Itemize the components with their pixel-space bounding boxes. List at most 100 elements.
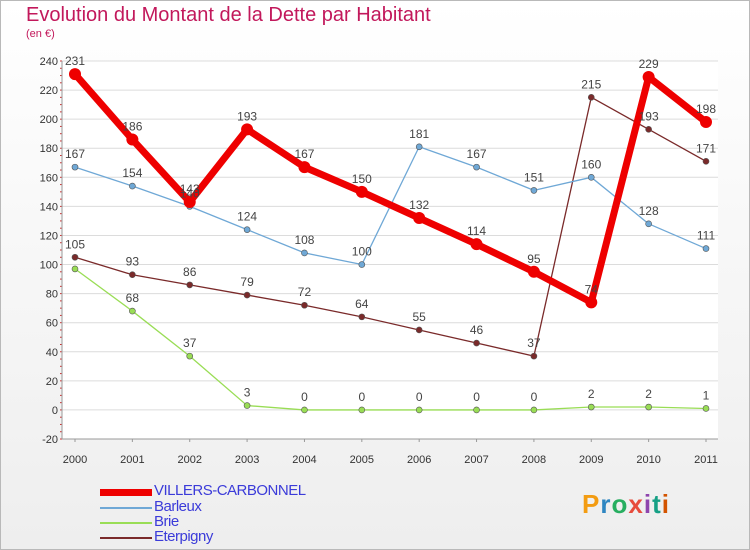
data-label: 86 — [183, 265, 197, 279]
legend-swatch — [100, 522, 152, 524]
x-tick-label: 2008 — [522, 454, 546, 466]
data-label: 143 — [180, 182, 200, 196]
data-point — [301, 301, 308, 309]
data-label: 229 — [639, 57, 659, 71]
legend-swatch — [100, 537, 152, 539]
y-tick-label: 240 — [40, 56, 58, 68]
data-point — [129, 182, 136, 190]
data-label: 2 — [588, 387, 595, 401]
data-point — [527, 265, 540, 278]
x-tick-label: 2011 — [694, 454, 718, 466]
data-point — [298, 161, 311, 174]
y-tick-label: 200 — [40, 114, 58, 126]
y-tick-label: 60 — [46, 318, 58, 330]
data-label: 108 — [294, 233, 314, 247]
data-point — [186, 352, 194, 360]
data-point — [413, 212, 426, 225]
data-point — [642, 70, 655, 83]
y-tick-label: 140 — [40, 201, 58, 213]
data-label: 0 — [416, 390, 423, 404]
data-label: 140 — [180, 186, 200, 200]
data-point — [126, 133, 139, 146]
y-tick-label: 40 — [46, 347, 58, 359]
data-label: 0 — [531, 390, 538, 404]
data-point — [702, 245, 710, 252]
data-label: 3 — [244, 386, 251, 400]
data-point — [530, 352, 538, 360]
data-label: 0 — [473, 390, 480, 404]
data-label: 124 — [237, 210, 257, 224]
data-point — [587, 174, 595, 181]
data-label: 193 — [639, 109, 659, 123]
data-label: 93 — [126, 255, 140, 269]
data-point — [301, 249, 308, 257]
data-label: 167 — [65, 147, 85, 161]
data-label: 215 — [581, 77, 601, 91]
legend-label: Brie — [154, 513, 179, 530]
data-point — [69, 68, 81, 81]
data-label: 72 — [298, 285, 312, 299]
y-tick-label: -20 — [42, 434, 58, 446]
data-label: 150 — [352, 172, 372, 186]
data-label: 114 — [467, 224, 486, 238]
data-label: 105 — [65, 237, 85, 251]
data-label: 74 — [585, 282, 599, 296]
data-label: 111 — [697, 229, 716, 243]
series-line — [74, 268, 707, 411]
y-tick-label: 100 — [40, 260, 58, 272]
data-point — [358, 313, 366, 321]
y-tick-label: 0 — [52, 405, 58, 417]
data-point — [355, 185, 368, 198]
data-point — [241, 123, 254, 136]
data-label: 231 — [65, 54, 85, 68]
data-point — [702, 158, 710, 165]
x-tick-label: 2000 — [63, 454, 87, 466]
data-point — [585, 296, 598, 309]
y-tick-label: 80 — [46, 289, 58, 301]
y-tick-label: 220 — [40, 85, 58, 97]
data-point — [702, 405, 710, 412]
data-point — [473, 406, 480, 414]
data-point — [530, 406, 538, 414]
legend-swatch — [100, 489, 152, 496]
logo-letter: i — [643, 489, 653, 519]
data-label: 95 — [527, 252, 541, 266]
series-line — [72, 71, 709, 306]
data-point — [71, 265, 79, 273]
logo-letter: x — [628, 489, 644, 519]
data-label: 68 — [126, 291, 140, 305]
series-line — [74, 96, 707, 357]
data-label: 2 — [645, 387, 652, 401]
data-label: 128 — [639, 204, 659, 218]
data-label: 55 — [413, 310, 427, 324]
data-label: 0 — [358, 390, 365, 404]
x-tick-label: 2003 — [235, 454, 259, 466]
data-label: 181 — [409, 127, 429, 141]
data-point — [645, 403, 652, 411]
logo-letter: o — [611, 489, 629, 519]
data-label: 167 — [294, 147, 314, 161]
data-point — [71, 163, 79, 171]
data-point — [183, 196, 196, 209]
data-point — [358, 406, 366, 414]
data-point — [71, 253, 79, 261]
proxiti-logo: Proxiti — [582, 489, 670, 520]
logo-letter: t — [652, 489, 662, 519]
data-point — [243, 226, 251, 233]
logo-letter: r — [600, 489, 612, 519]
data-point — [530, 187, 538, 194]
data-label: 198 — [696, 102, 716, 116]
legend-label: VILLERS-CARBONNEL — [154, 482, 306, 499]
data-point — [645, 220, 652, 228]
data-point — [470, 238, 483, 251]
x-tick-label: 2006 — [407, 454, 431, 466]
data-point — [415, 406, 423, 414]
y-tick-label: 180 — [40, 143, 58, 155]
x-tick-label: 2004 — [292, 454, 316, 466]
data-label: 100 — [352, 245, 372, 259]
data-label: 46 — [470, 323, 484, 337]
logo-letter: P — [582, 489, 601, 519]
data-label: 151 — [524, 170, 544, 184]
x-tick-label: 2009 — [579, 454, 603, 466]
data-point — [129, 307, 136, 315]
